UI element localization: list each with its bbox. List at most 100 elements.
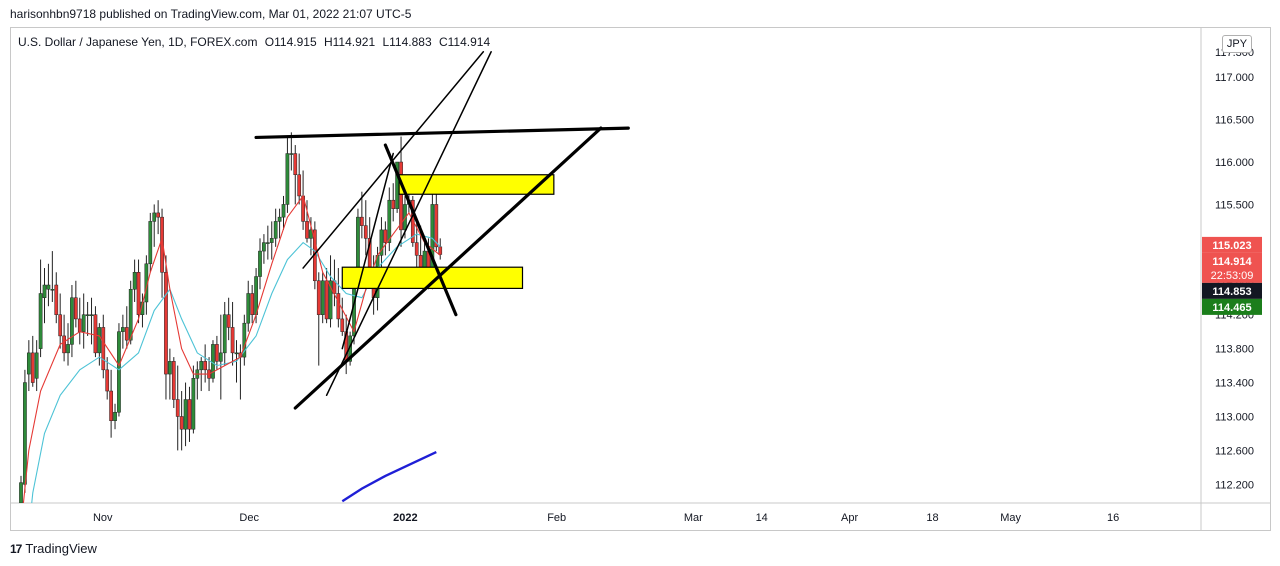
candle-body	[156, 212, 160, 218]
candle-body	[293, 153, 298, 175]
trendline	[383, 143, 458, 317]
candle-body	[121, 327, 125, 332]
candle-body	[105, 369, 110, 392]
price-label-box	[1202, 252, 1262, 283]
candle-body	[434, 204, 439, 248]
candle-body	[38, 293, 43, 349]
supply-demand-zone	[341, 266, 524, 290]
ohlc-low: L114.883	[382, 35, 432, 49]
symbol-legend[interactable]: U.S. Dollar / Japanese Yen, 1D, FOREX.co…	[18, 35, 494, 49]
ohlc-close: C114.914	[438, 35, 491, 49]
candle-body	[226, 314, 231, 328]
candle-body	[281, 204, 286, 218]
trendline	[341, 152, 394, 350]
candle-body	[26, 352, 31, 375]
candle-body	[399, 161, 403, 231]
candle-body	[273, 221, 278, 239]
price-label-text: 115.023	[1212, 240, 1251, 252]
price-label-box	[1202, 298, 1262, 315]
candle-body	[168, 361, 172, 375]
candle-body	[262, 242, 266, 252]
price-label-box	[1202, 236, 1262, 253]
y-tick-label: 112.600	[1215, 445, 1254, 457]
x-tick-label: 2022	[393, 512, 417, 524]
candle-body	[117, 331, 121, 413]
candle-body	[187, 399, 192, 430]
candle-body	[203, 361, 207, 371]
y-tick-label: 115.500	[1215, 199, 1254, 211]
candle-body	[246, 293, 251, 324]
candle-body	[250, 293, 255, 315]
publisher-line: harisonhbn9718 published on TradingView.…	[10, 7, 412, 21]
ema-fast-line	[22, 194, 441, 503]
candle-body	[148, 221, 153, 265]
candle-body	[277, 216, 282, 222]
candle-body	[101, 327, 106, 371]
candle-body	[93, 314, 98, 354]
chart-frame	[10, 27, 1271, 531]
x-tick-label: 18	[926, 512, 938, 524]
trendline	[254, 126, 630, 140]
x-tick-label: Mar	[684, 512, 703, 524]
candle-body	[328, 280, 333, 320]
y-tick-label: 117.000	[1215, 72, 1254, 84]
candle-body	[85, 314, 90, 316]
candle-body	[97, 327, 102, 354]
candle-body	[128, 289, 133, 341]
candle-body	[109, 390, 113, 421]
candle-body	[160, 216, 164, 273]
candle-body	[215, 344, 219, 362]
candle-body	[191, 378, 196, 430]
candle-body	[242, 322, 247, 358]
candle-body	[164, 272, 168, 375]
candle-body	[42, 284, 47, 298]
price-label-text: 114.853	[1212, 286, 1251, 298]
y-tick-label: 113.800	[1215, 344, 1254, 356]
price-label-box	[1202, 282, 1262, 299]
tradingview-logo[interactable]: 17 TradingView	[10, 541, 97, 556]
x-tick-label: Nov	[93, 512, 113, 524]
x-tick-label: Apr	[841, 512, 858, 524]
candle-body	[379, 229, 384, 256]
candle-body	[74, 297, 78, 320]
candle-body	[320, 280, 325, 315]
plot-area	[19, 51, 630, 503]
candle-body	[340, 318, 345, 332]
candle-body	[50, 289, 55, 291]
x-tick-label: Dec	[239, 512, 259, 524]
y-tick-label: 112.200	[1215, 479, 1254, 491]
candle-body	[179, 416, 184, 430]
y-tick-label: 116.000	[1215, 157, 1254, 169]
candle-body	[336, 293, 341, 320]
candle-body	[132, 272, 137, 290]
candle-body	[124, 327, 129, 341]
candle-body	[19, 482, 23, 503]
candle-body	[265, 242, 270, 244]
candle-body	[316, 280, 321, 315]
candle-body	[297, 174, 302, 197]
x-tick-label: 14	[756, 512, 768, 524]
tradingview-logo-text: TradingView	[25, 541, 97, 556]
candle-body	[285, 153, 290, 205]
y-tick-label: 113.000	[1215, 411, 1254, 423]
symbol-name: U.S. Dollar / Japanese Yen, 1D, FOREX.co…	[18, 35, 258, 49]
candle-body	[391, 199, 396, 209]
candle-body	[89, 314, 94, 316]
tradingview-logo-icon: 17	[10, 541, 22, 556]
currency-button[interactable]: JPY	[1222, 35, 1252, 53]
candle-body	[254, 276, 258, 315]
candle-body	[230, 327, 235, 354]
sma-long-line	[341, 451, 437, 503]
candle-body	[113, 411, 117, 421]
candle-body	[305, 221, 309, 239]
candle-body	[77, 318, 82, 332]
x-tick-label: May	[1000, 512, 1021, 524]
candle-body	[58, 314, 63, 337]
candle-body	[152, 212, 157, 222]
candle-body	[403, 204, 407, 231]
candle-body	[34, 352, 39, 379]
candle-body	[30, 352, 35, 383]
price-label-text: 114.914	[1212, 256, 1252, 268]
candle-body	[218, 352, 223, 362]
